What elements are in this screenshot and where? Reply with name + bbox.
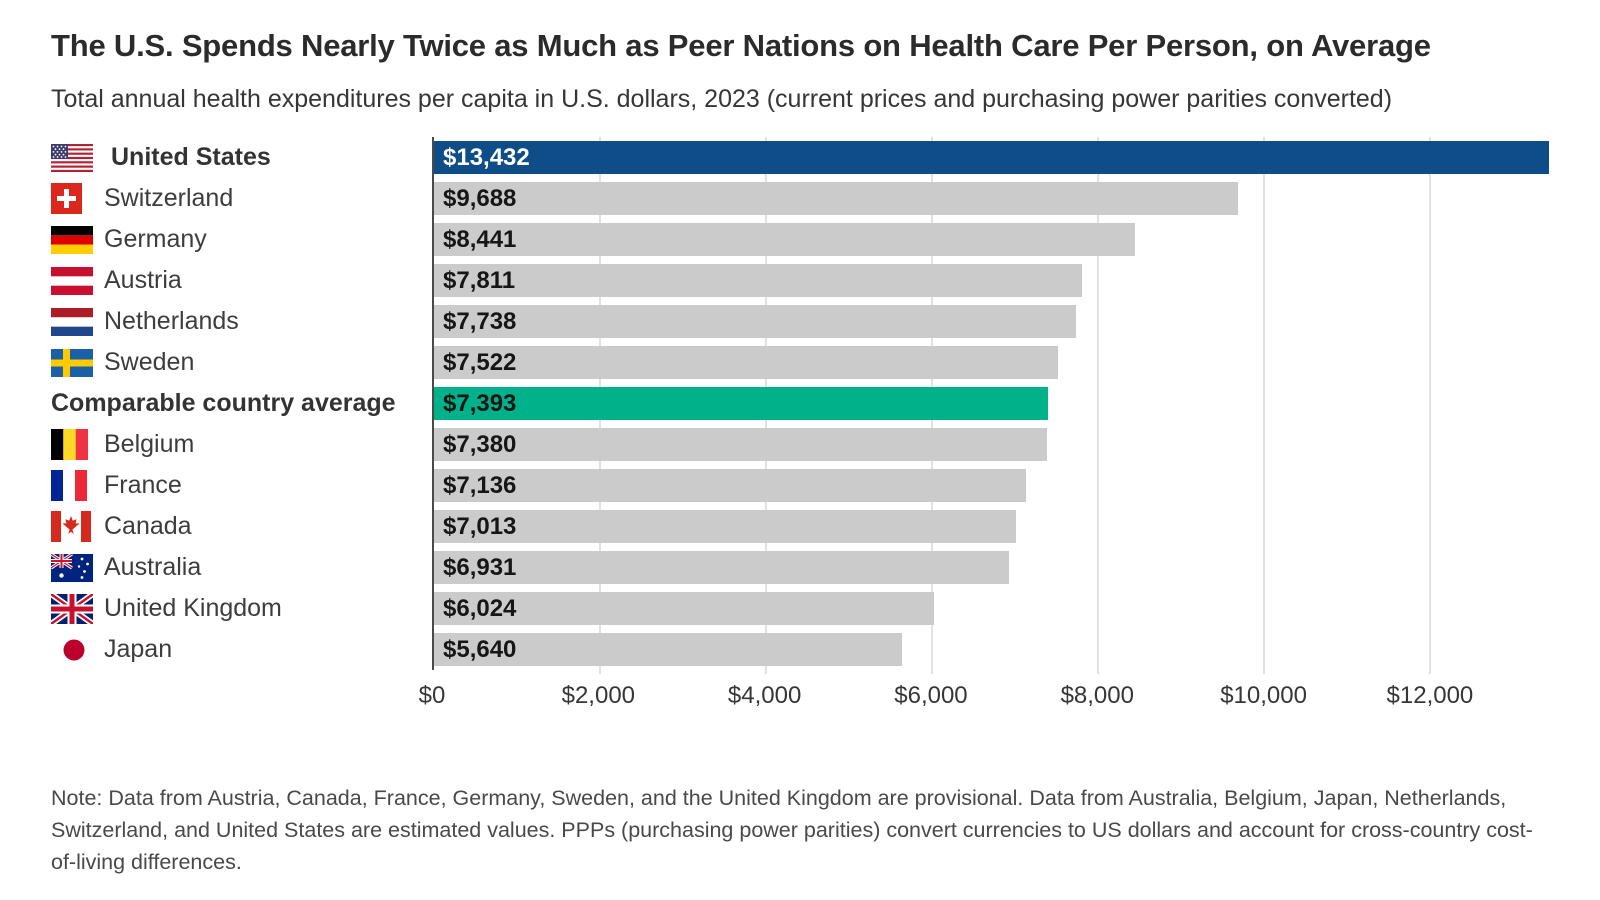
row-label-france: France — [51, 465, 432, 506]
france-flag-icon — [51, 470, 97, 501]
row-label-australia: Australia — [51, 547, 432, 588]
bar-row-sweden: $7,522 — [434, 342, 1549, 383]
bar-value-label: $6,024 — [443, 594, 517, 622]
row-label-switzerland: Switzerland — [51, 178, 432, 219]
chart-title: The U.S. Spends Nearly Twice as Much as … — [51, 28, 1431, 63]
bar-value-label: $7,136 — [443, 471, 517, 499]
row-label-austria: Austria — [51, 260, 432, 301]
bar-value-label: $7,738 — [443, 307, 517, 335]
bar-value-label: $7,522 — [443, 348, 517, 376]
bar-value-label: $13,432 — [443, 143, 530, 171]
bar-value-label: $9,688 — [443, 184, 517, 212]
x-axis-tick: $0 — [418, 682, 446, 709]
bar-value-label: $7,380 — [443, 430, 517, 458]
bar-france: $7,136 — [434, 469, 1027, 502]
x-axis-tick: $4,000 — [727, 682, 802, 709]
country-name: Switzerland — [104, 184, 234, 212]
bar-row-japan: $5,640 — [434, 629, 1549, 670]
country-name: United States — [111, 143, 271, 171]
chart-subtitle: Total annual health expenditures per cap… — [51, 85, 1393, 113]
bar-austria: $7,811 — [434, 264, 1083, 297]
bar-canada: $7,013 — [434, 510, 1017, 543]
plot-area: $13,432 $9,688 $8,441 $7,811 $7,738 $7,522 $7,… — [432, 137, 1549, 674]
australia-flag-icon — [51, 553, 97, 582]
gridline — [1097, 137, 1100, 674]
bar-row-comparable-country-average: $7,393 — [434, 383, 1549, 424]
bar-row-united-states: $13,432 — [434, 137, 1549, 178]
bar-australia: $6,931 — [434, 551, 1010, 584]
country-labels-column: United States Switzerland Germany Austria Ne… — [51, 137, 432, 716]
country-name: Belgium — [104, 430, 195, 458]
bar-value-label: $7,393 — [443, 389, 517, 417]
bar-belgium: $7,380 — [434, 428, 1047, 461]
country-name: France — [104, 471, 182, 499]
bar-row-canada: $7,013 — [434, 506, 1549, 547]
country-name: Germany — [104, 225, 207, 253]
bar-sweden: $7,522 — [434, 346, 1059, 379]
country-name: Comparable country average — [51, 389, 396, 417]
row-label-comparable-country-average: Comparable country average — [51, 383, 432, 424]
x-axis-tick: $12,000 — [1386, 682, 1474, 709]
switzerland-flag-icon — [51, 183, 97, 214]
bar-value-label: $6,931 — [443, 553, 517, 581]
x-axis-tick: $2,000 — [561, 682, 636, 709]
row-label-united-states: United States — [51, 137, 432, 178]
austria-flag-icon — [51, 266, 97, 295]
infographic: The U.S. Spends Nearly Twice as Much as … — [51, 28, 1549, 874]
bar-united-states: $13,432 — [434, 141, 1549, 174]
x-axis-tick: $10,000 — [1220, 682, 1307, 709]
row-label-germany: Germany — [51, 219, 432, 260]
bar-comparable-country-average: $7,393 — [434, 387, 1048, 420]
row-label-sweden: Sweden — [51, 342, 432, 383]
country-name: Sweden — [104, 348, 195, 376]
us-flag-icon — [51, 143, 97, 172]
bar-germany: $8,441 — [434, 223, 1135, 256]
plot-wrap: $13,432 $9,688 $8,441 $7,811 $7,738 $7,522 $7,… — [419, 137, 1549, 716]
x-axis: $0 $2,000 $4,000 $6,000 $8,000 $10,000 $12,000 — [419, 682, 1549, 716]
country-name: United Kingdom — [104, 594, 282, 622]
row-label-united-kingdom: United Kingdom — [51, 588, 432, 629]
row-label-japan: Japan — [51, 629, 432, 670]
row-label-netherlands: Netherlands — [51, 301, 432, 342]
footnote: Note: Data from Austria, Canada, France,… — [51, 786, 1533, 874]
bar-row-germany: $8,441 — [434, 219, 1549, 260]
gridline — [1429, 137, 1432, 674]
x-axis-tick: $6,000 — [894, 682, 968, 709]
bar-japan: $5,640 — [434, 633, 903, 666]
bar-switzerland: $9,688 — [434, 182, 1239, 215]
germany-flag-icon — [51, 225, 97, 254]
bar-value-label: $8,441 — [443, 225, 517, 253]
bar-netherlands: $7,738 — [434, 305, 1077, 338]
canada-flag-icon — [51, 511, 97, 542]
sweden-flag-icon — [51, 348, 97, 377]
country-name: Japan — [104, 635, 173, 663]
uk-flag-icon — [51, 593, 97, 624]
bar-row-france: $7,136 — [434, 465, 1549, 506]
row-label-canada: Canada — [51, 506, 432, 547]
bar-row-australia: $6,931 — [434, 547, 1549, 588]
country-name: Canada — [104, 512, 192, 540]
gridline — [1263, 137, 1266, 674]
bar-row-austria: $7,811 — [434, 260, 1549, 301]
x-axis-tick: $8,000 — [1060, 682, 1134, 709]
bar-value-label: $7,811 — [443, 266, 516, 294]
row-label-belgium: Belgium — [51, 424, 432, 465]
bar-row-switzerland: $9,688 — [434, 178, 1549, 219]
bar-row-netherlands: $7,738 — [434, 301, 1549, 342]
belgium-flag-icon — [51, 429, 97, 460]
country-name: Netherlands — [104, 307, 239, 335]
bar-value-label: $5,640 — [443, 635, 517, 663]
netherlands-flag-icon — [51, 307, 97, 336]
bar-row-belgium: $7,380 — [434, 424, 1549, 465]
country-name: Australia — [104, 553, 202, 581]
bar-row-united-kingdom: $6,024 — [434, 588, 1549, 629]
bar-value-label: $7,013 — [443, 512, 517, 540]
country-name: Austria — [104, 266, 182, 294]
japan-flag-icon — [51, 635, 97, 664]
bar-united-kingdom: $6,024 — [434, 592, 935, 625]
bar-chart: United States Switzerland Germany Austria Ne… — [51, 137, 1549, 716]
